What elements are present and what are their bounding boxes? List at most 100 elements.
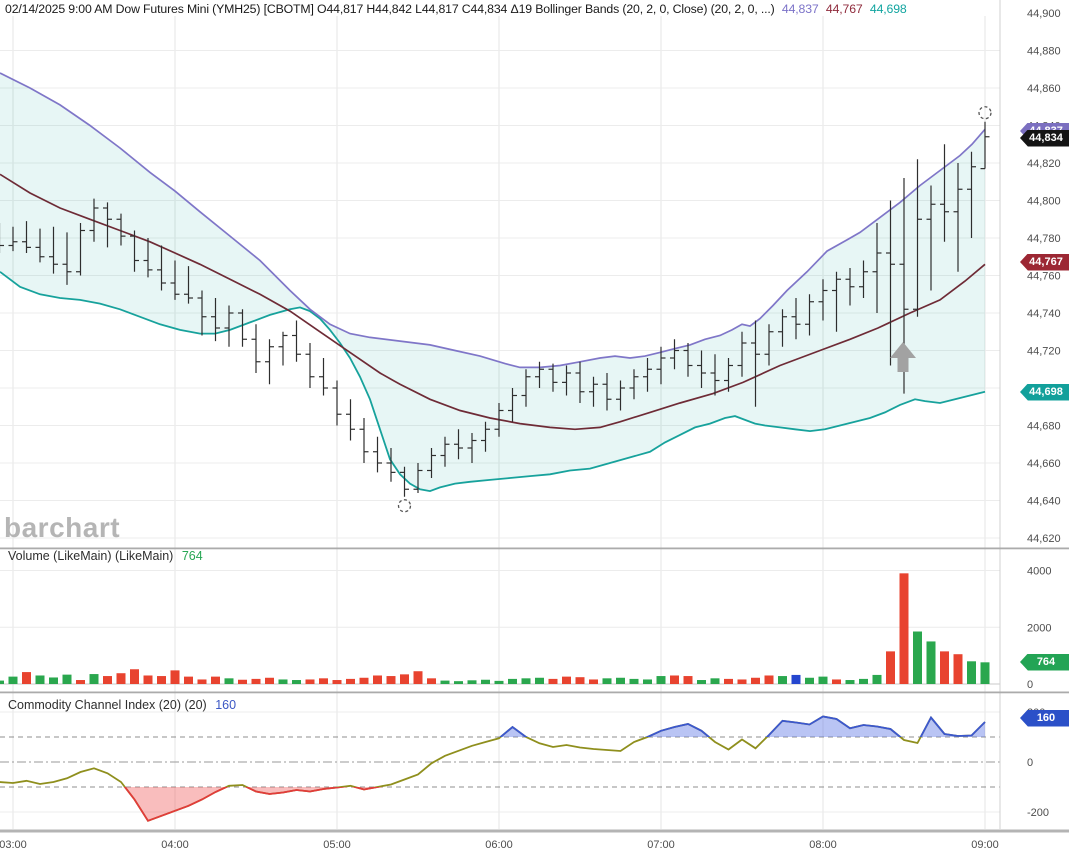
volume-bar [346,678,355,684]
volume-bar [278,679,288,684]
cci-line-overbought [499,715,986,737]
cci-current-value: 160 [215,698,237,712]
volume-bar [980,662,990,684]
ohlc-bar [602,373,612,411]
ohlc-bar [967,151,976,238]
volume-bar [157,676,166,684]
ohlc-bar [548,363,558,392]
volume-bar [386,676,396,684]
time-axis-label: 04:00 [161,839,189,851]
ohlc-bar [737,331,747,377]
volume-bar [305,679,315,684]
ohlc-bar [373,436,382,473]
price-axis-label: 44,820 [1027,158,1061,170]
volume-bar [49,677,58,684]
volume-bar [710,678,720,684]
volume-current-value: 764 [181,549,203,563]
bar-highlight-marker [397,499,412,513]
ohlc-bar [616,380,625,411]
volume-bar [481,679,490,684]
ohlc-bar [346,399,355,441]
ohlc-bar [440,436,450,467]
cci-line-oversold [123,787,383,822]
volume-bar [8,676,18,684]
volume-bar [35,675,45,684]
ohlc-bar [49,226,58,274]
price-axis-label: 44,840 [1027,121,1061,133]
volume-bar [62,674,72,684]
volume-bar [602,678,612,684]
volume-bar [940,651,949,684]
ohlc-bar [224,305,234,347]
volume-bar [224,678,234,684]
volume-bar [440,680,450,684]
volume-bar [886,651,895,684]
volume-bar [22,672,31,684]
volume-bar [197,679,207,684]
ohlc-bar [764,324,774,366]
volume-bar [575,677,585,684]
ohlc-bar [872,223,882,313]
ohlc-bar [656,346,666,385]
volume-bar [548,678,558,684]
volume-bar [427,678,436,684]
volume-bar [89,674,99,684]
volume-bar [656,676,666,684]
volume-bar [589,679,598,684]
ohlc-bar [143,238,153,278]
ohlc-bar [8,226,18,252]
cci-panel-separator [0,691,1069,694]
volume-bar [211,676,220,684]
ohlc-bar [508,388,517,422]
ohlc-bar [859,260,868,298]
volume-bar [926,641,936,684]
cci-axis-label: -200 [1027,807,1049,819]
ohlc-bar [589,376,598,407]
ohlc-bar [413,463,423,493]
volume-axis-label: 0 [1027,679,1033,691]
ohlc-bar [427,448,436,478]
ohlc-bar [670,339,679,370]
chart-title-bar: 02/14/2025 9:00 AM Dow Futures Mini (YMH… [5,2,1017,17]
price-axis-label: 44,880 [1027,46,1061,58]
volume-axis-label: 2000 [1027,622,1051,634]
bollinger-upper-line [0,72,986,369]
ohlc-bar [953,163,963,272]
volume-bar [764,675,774,684]
ohlc-bar [211,298,220,342]
volume-bar [670,675,679,684]
volume-indicator-label: Volume (LikeMain) (LikeMain) 764 [8,549,203,563]
volume-bar [467,680,477,684]
ohlc-bar [238,309,247,347]
volume-bar [116,673,126,684]
ohlc-bar [913,159,922,317]
ohlc-bar [76,223,85,276]
bollinger-middle-line [0,173,986,431]
ohlc-bar [116,213,126,246]
price-axis-label: 44,760 [1027,271,1061,283]
volume-bar [400,674,409,684]
volume-bar [737,679,747,684]
ohlc-bar [926,185,936,291]
volume-bar [859,678,868,684]
time-axis-separator [0,829,1069,833]
volume-bar [872,674,882,684]
volume-bar [778,676,787,684]
ohlc-bar [710,354,720,396]
price-axis-label: 44,720 [1027,346,1061,358]
price-axis-label: 44,660 [1027,458,1061,470]
volume-bar [535,677,544,684]
ohlc-bar [170,260,180,300]
volume-bar [454,681,463,684]
volume-bar [494,680,504,684]
ohlc-bar [251,324,261,373]
time-axis-label: 07:00 [647,839,675,851]
ohlc-summary-text: 02/14/2025 9:00 AM Dow Futures Mini (YMH… [5,2,775,16]
volume-bar [643,679,652,684]
price-axis-label: 44,900 [1027,8,1061,20]
volume-bar [76,680,85,684]
volume-bar [845,680,855,684]
ohlc-bar [629,369,639,400]
bollinger-band-fill [0,73,985,492]
